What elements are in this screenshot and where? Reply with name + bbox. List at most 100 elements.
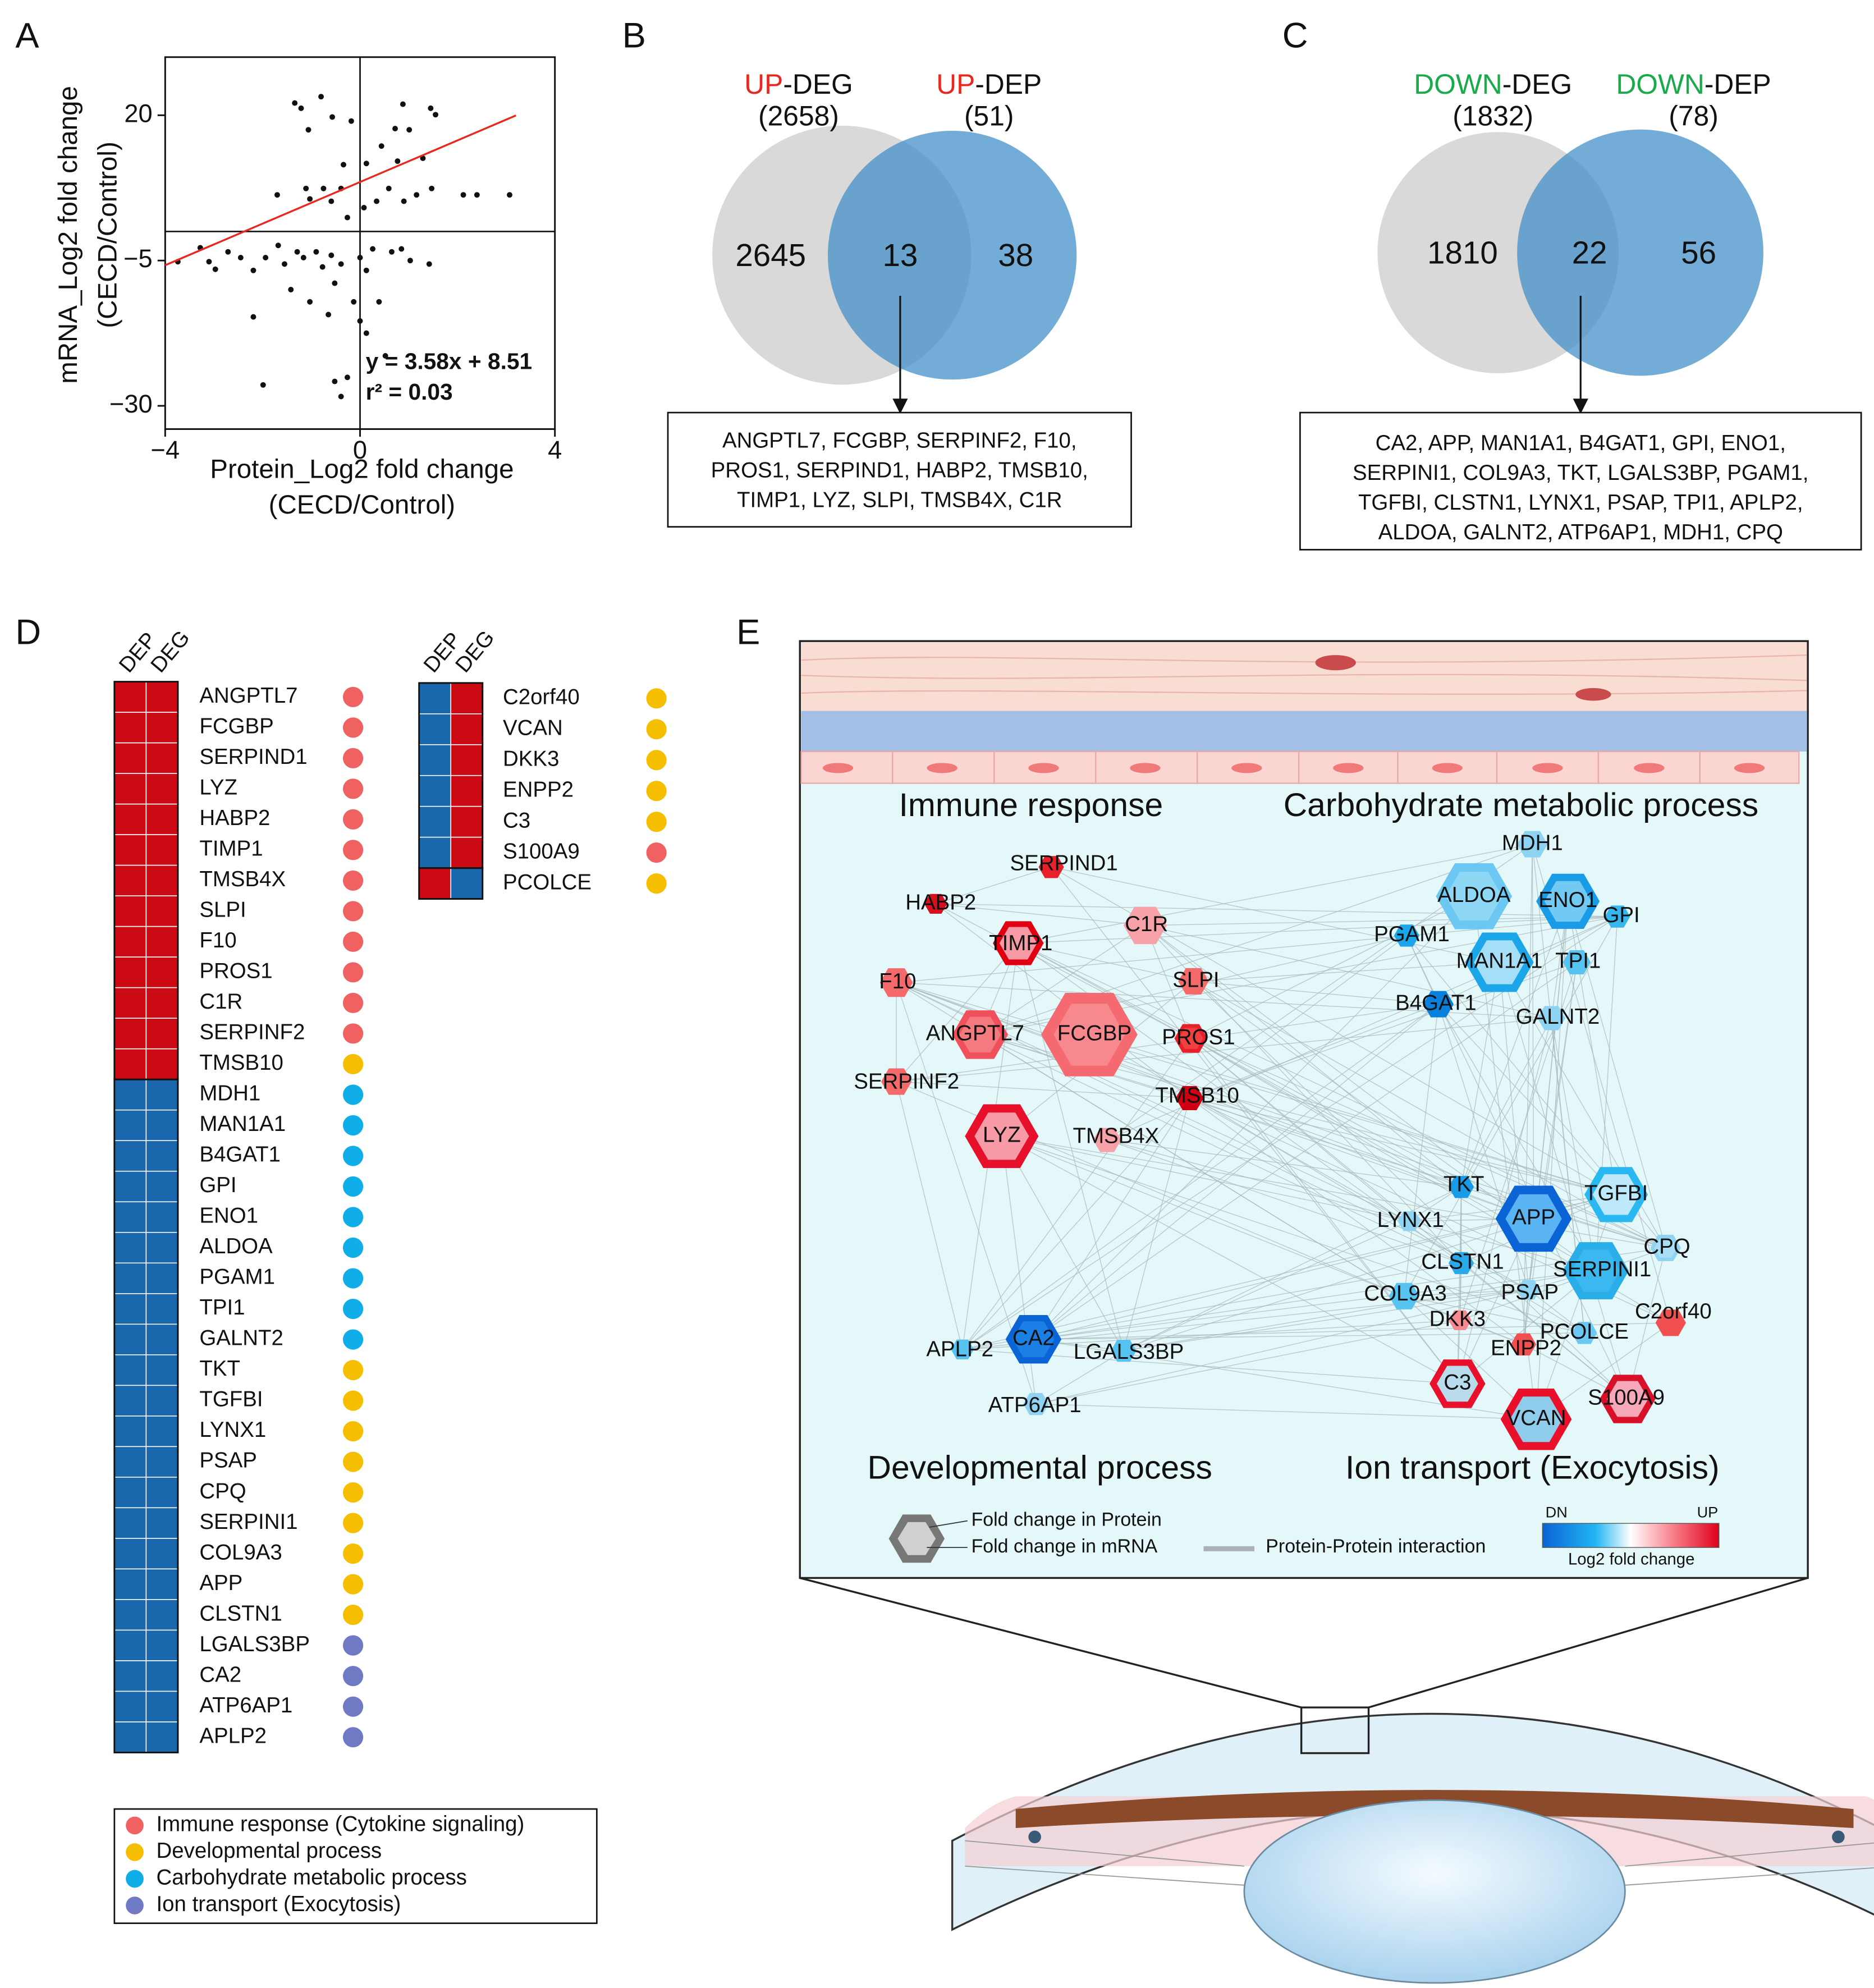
ppi-edge <box>1035 1403 1537 1420</box>
point <box>338 393 344 400</box>
node-label: PGAM1 <box>1374 922 1450 946</box>
ppi-edge <box>1107 1139 1461 1188</box>
group-dot <box>342 1451 364 1472</box>
point <box>506 192 512 198</box>
panel-letter: B <box>622 16 646 56</box>
block-border <box>113 1078 179 1753</box>
heatmap-cell <box>145 926 178 958</box>
ppi-edge <box>980 1034 1461 1264</box>
ppi-edge <box>1018 916 1618 944</box>
group-dot <box>342 1268 364 1289</box>
venn-title-suffix: -DEP <box>1705 68 1771 100</box>
node-mrna <box>1114 1343 1133 1359</box>
node-mrna <box>1179 1028 1203 1049</box>
node-label: F10 <box>879 969 916 993</box>
node-mrna <box>999 927 1037 960</box>
heatmap-cell <box>145 987 178 1019</box>
network-legend-shapes <box>888 1514 1720 1563</box>
gene-label: C3 <box>503 808 530 832</box>
point <box>407 258 413 264</box>
node-label: PCOLCE <box>1540 1320 1629 1344</box>
ppi-edge <box>1457 1270 1596 1384</box>
heatmap-cell <box>145 1507 178 1539</box>
venn-number: 56 <box>1681 235 1716 271</box>
gene-label: C2orf40 <box>503 685 580 709</box>
gene-list-line: SERPINI1, COL9A3, TKT, LGALS3BP, PGAM1, <box>1353 461 1809 485</box>
point <box>351 299 357 305</box>
heatmap-cell <box>450 836 483 869</box>
ppi-edge <box>1193 981 1438 1005</box>
venn-number: 2645 <box>735 237 806 273</box>
ppi-edge <box>962 1038 1192 1350</box>
gene-label: CA2 <box>199 1662 241 1687</box>
point <box>370 246 376 252</box>
group-label: Immune response <box>899 787 1163 823</box>
node-label: SLPI <box>1172 968 1219 992</box>
point <box>348 118 354 124</box>
ppi-edge <box>1001 1135 1124 1351</box>
node-label: CLSTN1 <box>1421 1250 1504 1274</box>
panel-letter: E <box>736 613 760 652</box>
node-mrna <box>1659 1313 1682 1333</box>
ppi-edge <box>1438 1004 1596 1271</box>
heatmap-cell <box>450 867 483 900</box>
node-label: TIMP1 <box>989 931 1052 955</box>
heatmap-cell <box>114 742 147 774</box>
group-dot <box>342 1421 364 1442</box>
venn-number: 1810 <box>1427 235 1498 271</box>
point <box>300 255 306 261</box>
ppi-edge <box>1461 1262 1628 1400</box>
gene-label: B4GAT1 <box>199 1143 281 1167</box>
point <box>363 267 369 273</box>
gene-label: TMSB4X <box>199 867 286 891</box>
ppi-edge <box>1551 1018 1597 1271</box>
node-label: GALNT2 <box>1516 1005 1600 1029</box>
annotation: y = 3.58x + 8.51 <box>366 349 532 374</box>
heatmap-cell <box>145 773 178 805</box>
heatmap-cell <box>145 1721 178 1753</box>
heatmap-cell <box>418 775 452 807</box>
group-dot <box>342 1482 364 1503</box>
panel-letter: A <box>15 16 39 56</box>
gene-label: SERPINI1 <box>199 1510 297 1534</box>
ppi-edge <box>1001 1135 1410 1222</box>
ppi-edge <box>1145 916 1618 926</box>
legend-label: Protein-Protein interaction <box>1266 1536 1486 1557</box>
ppi-edge <box>962 1098 1190 1350</box>
node-label: DKK3 <box>1429 1307 1486 1331</box>
point <box>212 266 218 272</box>
node-mrna <box>1451 1179 1471 1195</box>
heatmap-cell <box>450 682 483 714</box>
annotation: r² = 0.03 <box>366 379 453 405</box>
gene-label: DKK3 <box>503 746 559 771</box>
node-mrna <box>1474 940 1525 984</box>
ppi-edge <box>896 1081 1190 1099</box>
group-dot <box>342 931 364 952</box>
heatmap-cell <box>145 864 178 896</box>
group-dot <box>342 1359 364 1381</box>
ppi-edge <box>936 903 1146 926</box>
point <box>433 112 439 118</box>
node-mrna <box>1129 911 1161 940</box>
group-dot <box>342 1390 364 1411</box>
ppi-edge <box>1035 1320 1460 1405</box>
ppi-edge <box>1523 901 1569 1345</box>
heatmap-cell <box>114 803 147 835</box>
ppi-edge <box>1033 1247 1666 1340</box>
heatmap-cell <box>145 1446 178 1478</box>
gene-label: FCGBP <box>199 714 273 739</box>
point <box>392 126 398 132</box>
x-tick-label: 4 <box>548 436 562 464</box>
ppi-edge <box>1089 1034 1616 1195</box>
group-dot <box>342 1666 364 1687</box>
node-mrna <box>1446 872 1502 921</box>
node-mrna <box>884 972 909 993</box>
node-label: MAN1A1 <box>1456 949 1543 973</box>
heatmap-cell <box>114 1079 147 1111</box>
point <box>363 161 369 167</box>
legend-dot <box>126 1870 144 1888</box>
ppi-edge <box>896 982 1616 1195</box>
group-dot <box>342 1176 364 1197</box>
venn-number: 38 <box>998 237 1033 273</box>
